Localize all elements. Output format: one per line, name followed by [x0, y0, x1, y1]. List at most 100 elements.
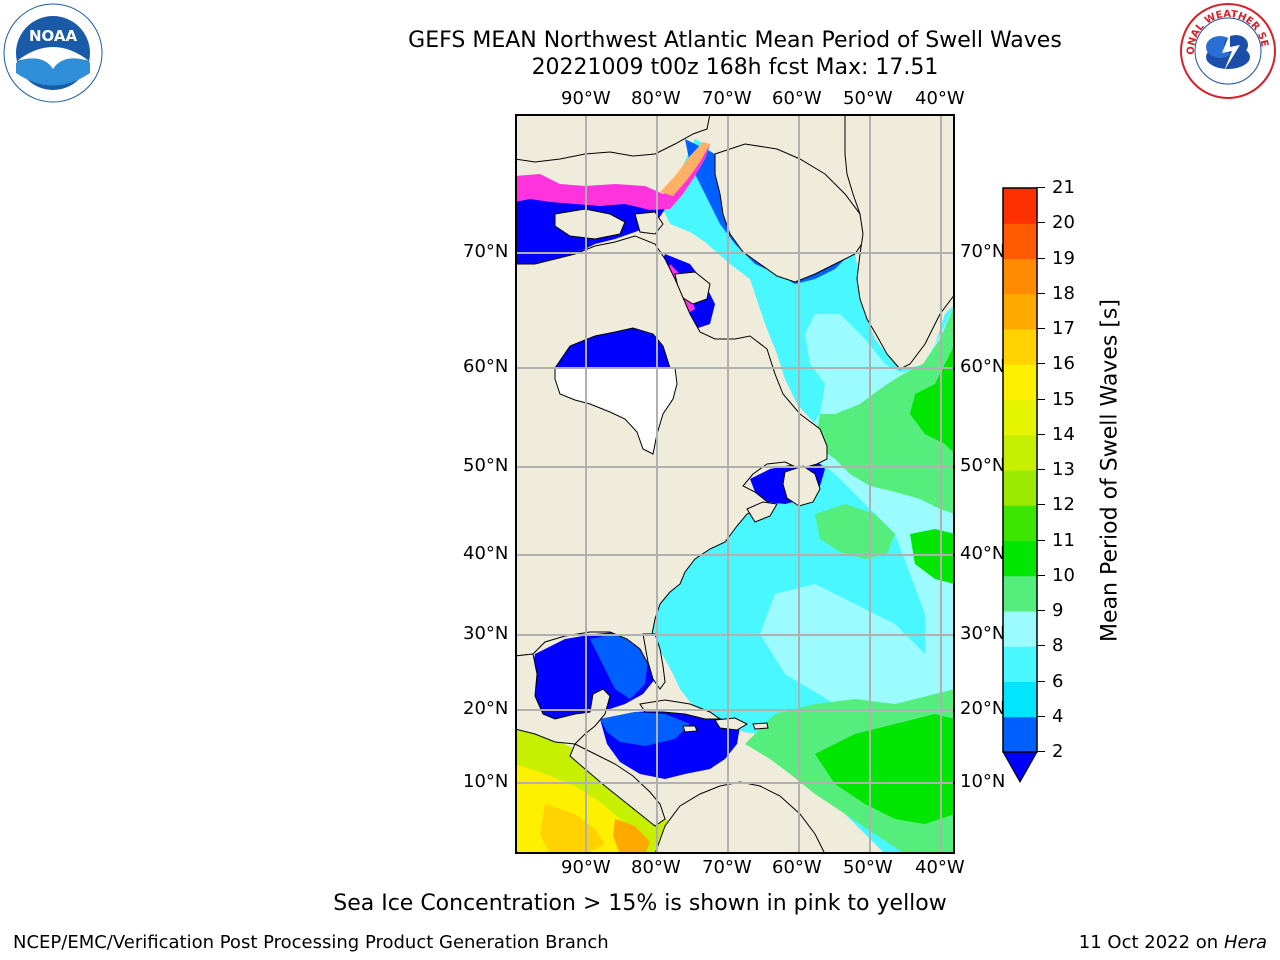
colorbar-frame	[1002, 187, 1038, 753]
colorbar-segment	[1003, 505, 1037, 541]
nws-logo-icon: NATIONAL WEATHER SERVICE	[1176, 0, 1276, 99]
colorbar-tick	[1037, 187, 1045, 188]
sea-ice-edge	[660, 142, 710, 196]
colorbar-tick-label: 13	[1052, 459, 1075, 480]
colorbar-tick-label: 11	[1052, 529, 1075, 551]
colorbar-tick	[1037, 504, 1045, 506]
colorbar	[1002, 187, 1038, 784]
lat-label-right: 10°N	[960, 771, 1006, 792]
colorbar-tick	[1037, 398, 1045, 400]
colorbar-tick-label: 18	[1052, 282, 1075, 304]
land-nova-scotia	[746, 501, 778, 523]
lon-label-bottom: 60°W	[772, 857, 822, 878]
colorbar-tick-label: 17	[1052, 318, 1075, 339]
lat-label-left: 20°N	[463, 698, 509, 719]
footer-left: NCEP/EMC/Verification Post Processing Pr…	[13, 932, 609, 953]
land-arctic-islands	[515, 114, 711, 163]
ocean-green-mid	[815, 504, 895, 559]
lat-label-right: 50°N	[960, 455, 1006, 476]
colorbar-tick-label: 19	[1052, 247, 1075, 269]
colorbar-tick	[1037, 610, 1045, 611]
map-frame	[515, 114, 955, 854]
colorbar-segment	[1003, 399, 1037, 436]
land-jamaica	[682, 725, 698, 733]
lon-label-bottom: 40°W	[915, 857, 965, 878]
colorbar-tick-label: 4	[1052, 705, 1064, 727]
chart-subtitle: 20221009 t00z 168h fcst Max: 17.51	[531, 55, 939, 80]
colorbar-tick-label: 12	[1052, 494, 1075, 516]
footer-date: 11 Oct 2022 on	[1078, 932, 1219, 953]
colorbar-segment	[1003, 329, 1037, 365]
nws-logo: NATIONAL WEATHER SERVICE	[1176, 0, 1276, 99]
sea-ice	[515, 144, 710, 210]
colorbar-tick-label: 14	[1052, 423, 1075, 445]
colorbar-segment	[1003, 434, 1037, 471]
colorbar-segment	[1003, 470, 1037, 506]
lat-label-left: 30°N	[463, 623, 509, 644]
ocean-green-north2	[910, 344, 955, 454]
land-hispaniola	[714, 717, 749, 731]
lat-label-right: 40°N	[960, 543, 1006, 564]
lon-label-top: 40°W	[915, 88, 965, 109]
hudson-bay-water	[554, 327, 671, 369]
lat-label-right: 70°N	[960, 241, 1006, 262]
land-central-america	[569, 743, 666, 827]
colorbar-tick-label: 6	[1052, 670, 1064, 692]
lon-label-bottom: 80°W	[631, 857, 681, 878]
ocean-gulf-inner	[590, 634, 648, 699]
noaa-logo: NOAA	[3, 3, 103, 103]
ocean-light-band	[760, 584, 955, 724]
lon-label-bottom: 90°W	[561, 857, 611, 878]
colorbar-tick-label: 8	[1052, 635, 1064, 657]
lon-label-bottom: 50°W	[843, 857, 893, 878]
lat-label-right: 60°N	[960, 356, 1006, 377]
colorbar-segment	[1003, 293, 1037, 330]
colorbar-segment	[1003, 364, 1037, 400]
lon-label-top: 60°W	[772, 88, 822, 109]
lat-label-left: 70°N	[463, 241, 509, 262]
ocean-green-north	[815, 304, 955, 514]
ocean-green-south2	[815, 714, 955, 824]
colorbar-segment	[1003, 188, 1037, 224]
sea-ice-caption: Sea Ice Concentration > 15% is shown in …	[333, 891, 947, 916]
colorbar-tick-label: 21	[1052, 177, 1075, 198]
colorbar-segment	[1003, 223, 1037, 259]
land-baffin-island	[714, 143, 866, 283]
footer-host: Hera	[1223, 932, 1267, 953]
colorbar-extend-arrow	[1002, 751, 1038, 784]
colorbar-tick	[1037, 222, 1045, 224]
noaa-logo-icon: NOAA	[3, 3, 103, 103]
colorbar-tick	[1037, 292, 1045, 294]
ocean-pacific-core	[540, 804, 605, 854]
lat-label-right: 20°N	[960, 698, 1006, 719]
chart-title: GEFS MEAN Northwest Atlantic Mean Period…	[408, 28, 1062, 53]
lat-label-left: 60°N	[463, 356, 509, 377]
lat-label-left: 10°N	[463, 771, 509, 792]
colorbar-label: Mean Period of Swell Waves [s]	[1097, 299, 1123, 642]
lon-label-top: 70°W	[702, 88, 752, 109]
colorbar-tick	[1037, 257, 1045, 259]
noaa-logo-text: NOAA	[29, 27, 78, 45]
colorbar-tick	[1037, 680, 1045, 682]
map-panel	[515, 114, 955, 854]
lon-label-top: 50°W	[843, 88, 893, 109]
land-newfoundland	[782, 465, 821, 507]
colorbar-tick-label: 10	[1052, 564, 1075, 586]
lat-label-left: 40°N	[463, 543, 509, 564]
colorbar-tick	[1037, 363, 1045, 365]
colorbar-tick-label: 15	[1052, 388, 1075, 410]
colorbar-tick	[1037, 328, 1045, 329]
colorbar-tick-label: 20	[1052, 212, 1075, 234]
graticule	[515, 114, 955, 854]
land-island-2	[554, 208, 626, 240]
colorbar-segment	[1003, 575, 1037, 612]
colorbar-tick-label: 9	[1052, 600, 1064, 621]
colorbar-tick	[1037, 539, 1045, 541]
footer-right: 11 Oct 2022 on Hera	[1079, 932, 1267, 953]
lon-label-top: 90°W	[561, 88, 611, 109]
colorbar-tick	[1037, 469, 1045, 470]
colorbar-segment	[1003, 681, 1037, 718]
ocean-green-mid2	[910, 529, 955, 584]
colorbar-tick	[1037, 433, 1045, 435]
lon-label-top: 80°W	[631, 88, 681, 109]
